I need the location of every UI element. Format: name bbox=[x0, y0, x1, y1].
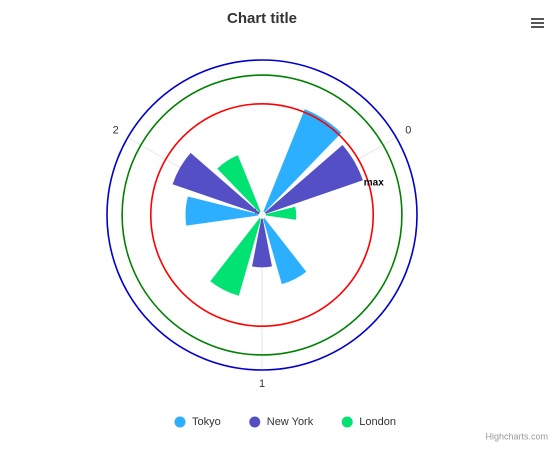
plot-line bbox=[149, 102, 375, 328]
menu-bar bbox=[531, 22, 544, 24]
legend-item[interactable]: Tokyo bbox=[174, 416, 221, 428]
column bbox=[263, 218, 307, 285]
x-tick-label: 2 bbox=[113, 124, 119, 136]
legend-label: New York bbox=[267, 416, 314, 428]
chart-title: Chart title bbox=[227, 10, 297, 27]
column bbox=[210, 218, 261, 296]
column bbox=[263, 109, 342, 213]
plot-line bbox=[121, 74, 403, 356]
legend-marker bbox=[341, 416, 353, 428]
column bbox=[217, 155, 261, 213]
column bbox=[265, 145, 363, 214]
menu-bar bbox=[531, 18, 544, 20]
menu-button[interactable] bbox=[531, 18, 544, 28]
plot-line-label: max bbox=[364, 177, 384, 188]
credits[interactable]: Highcharts.com bbox=[485, 431, 548, 441]
legend-marker bbox=[174, 416, 186, 428]
legend-item[interactable]: New York bbox=[249, 416, 314, 428]
menu-bar bbox=[531, 26, 544, 28]
legend-item[interactable]: London bbox=[341, 416, 396, 428]
x-tick-label: 1 bbox=[259, 378, 265, 390]
legend-marker bbox=[249, 416, 261, 428]
legend-label: Tokyo bbox=[192, 416, 221, 428]
column bbox=[265, 206, 297, 220]
column bbox=[252, 218, 272, 268]
column bbox=[172, 152, 259, 214]
legend-label: London bbox=[359, 416, 396, 428]
plot-line bbox=[106, 59, 418, 371]
x-tick-label: 0 bbox=[405, 124, 411, 136]
column bbox=[185, 196, 259, 226]
